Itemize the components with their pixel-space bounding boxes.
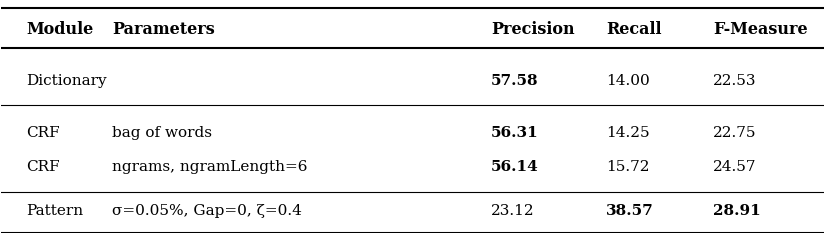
Text: Pattern: Pattern bbox=[26, 204, 83, 218]
Text: bag of words: bag of words bbox=[112, 126, 212, 140]
Text: 56.31: 56.31 bbox=[491, 126, 539, 140]
Text: σ=0.05%, Gap=0, ζ=0.4: σ=0.05%, Gap=0, ζ=0.4 bbox=[112, 204, 302, 218]
Text: 14.25: 14.25 bbox=[606, 126, 650, 140]
Text: 14.00: 14.00 bbox=[606, 74, 650, 88]
Text: F-Measure: F-Measure bbox=[713, 21, 808, 38]
Text: CRF: CRF bbox=[26, 160, 60, 174]
Text: ngrams, ngramLength=6: ngrams, ngramLength=6 bbox=[112, 160, 308, 174]
Text: 38.57: 38.57 bbox=[606, 204, 654, 218]
Text: 15.72: 15.72 bbox=[606, 160, 650, 174]
Text: Dictionary: Dictionary bbox=[26, 74, 107, 88]
Text: 57.58: 57.58 bbox=[491, 74, 539, 88]
Text: 24.57: 24.57 bbox=[713, 160, 756, 174]
Text: 22.75: 22.75 bbox=[713, 126, 756, 140]
Text: 23.12: 23.12 bbox=[491, 204, 535, 218]
Text: Parameters: Parameters bbox=[112, 21, 215, 38]
Text: Module: Module bbox=[26, 21, 93, 38]
Text: 22.53: 22.53 bbox=[713, 74, 756, 88]
Text: Precision: Precision bbox=[491, 21, 575, 38]
Text: 56.14: 56.14 bbox=[491, 160, 539, 174]
Text: 28.91: 28.91 bbox=[713, 204, 761, 218]
Text: CRF: CRF bbox=[26, 126, 60, 140]
Text: Recall: Recall bbox=[606, 21, 661, 38]
